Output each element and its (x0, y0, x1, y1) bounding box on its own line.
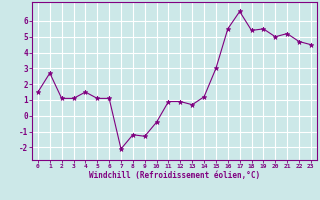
X-axis label: Windchill (Refroidissement éolien,°C): Windchill (Refroidissement éolien,°C) (89, 171, 260, 180)
